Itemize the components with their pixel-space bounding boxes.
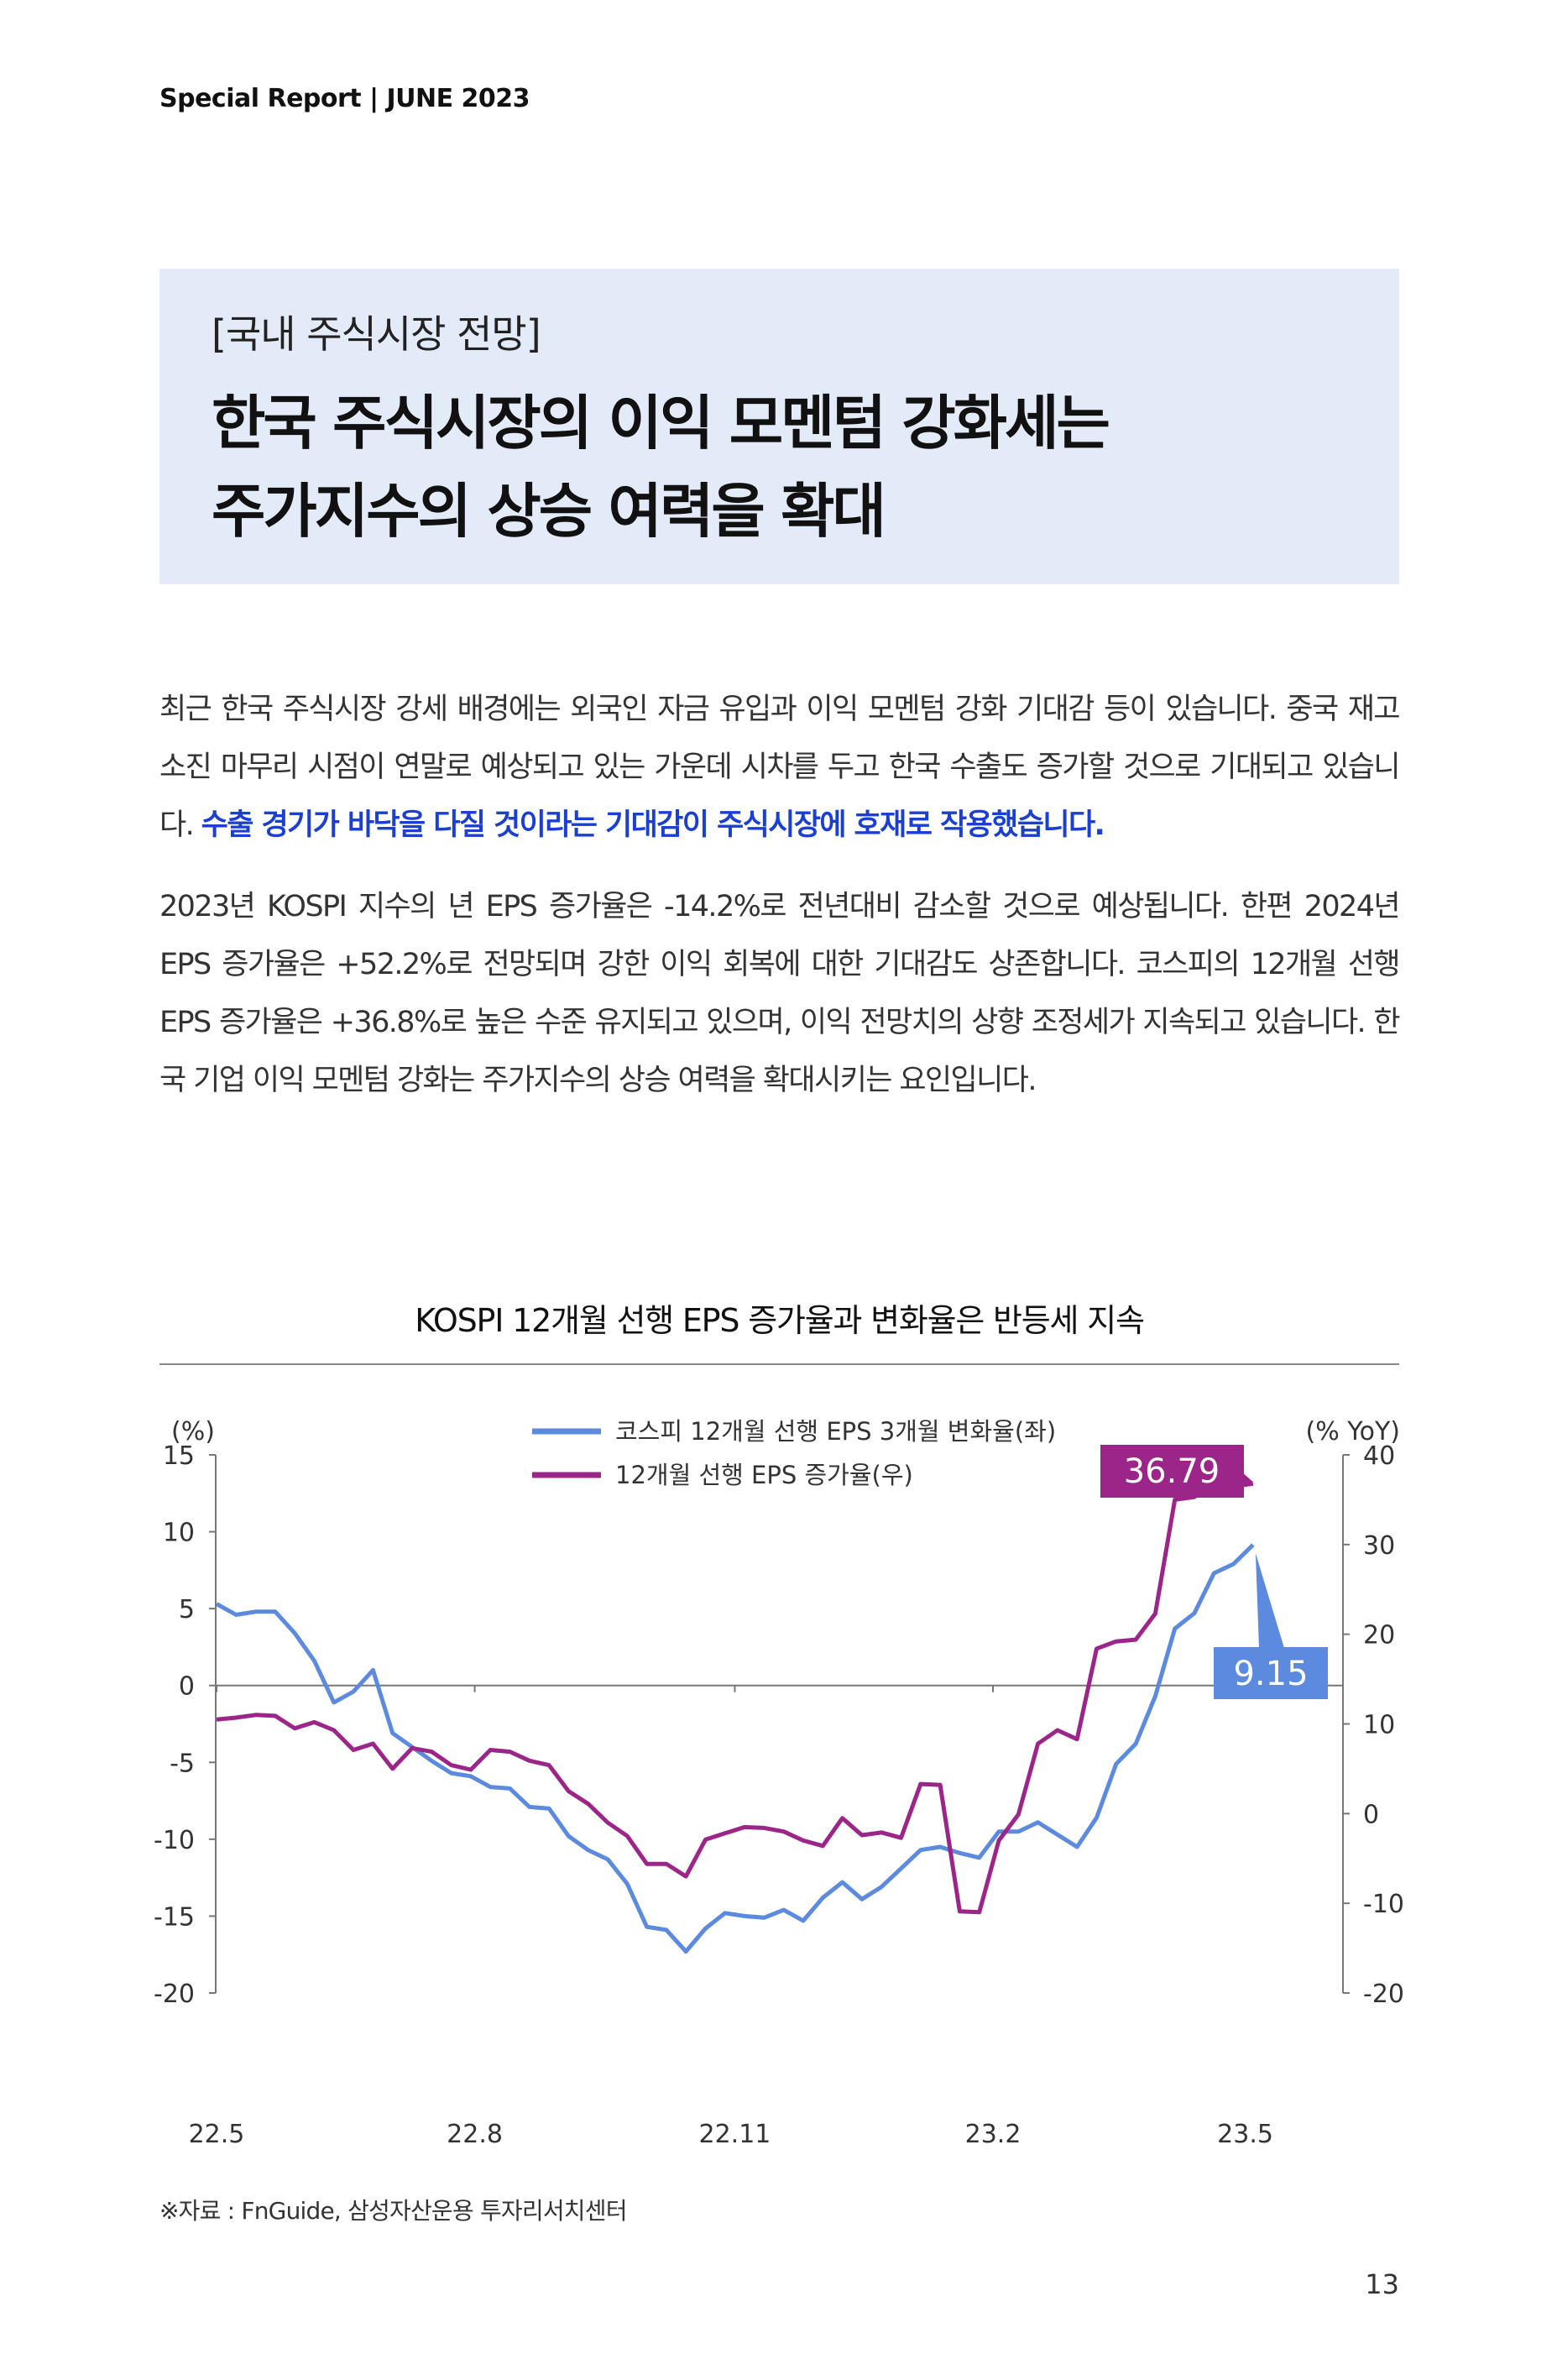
- left-tick-label: 10: [163, 1519, 195, 1548]
- x-tick-label: 22.11: [699, 2120, 771, 2149]
- right-tick-label: -10: [1363, 1890, 1404, 1919]
- highlighted-sentence: 수출 경기가 바닥을 다질 것이라는 기대감이 주식시장에 호재로 작용했습니다…: [201, 808, 1105, 842]
- title-box: [159, 269, 1399, 584]
- x-tick-label: 22.8: [447, 2120, 503, 2149]
- left-tick-label: -5: [170, 1749, 195, 1778]
- left-tick-label: 15: [163, 1441, 195, 1471]
- chart-title-divider: [159, 1363, 1399, 1365]
- chart-title: KOSPI 12개월 선행 EPS 증가율과 변화율은 반등세 지속: [415, 1302, 1145, 1339]
- x-tick-label: 22.5: [189, 2120, 245, 2149]
- source-note: ※자료 : FnGuide, 삼성자산운용 투자리서치센터: [159, 2197, 627, 2225]
- right-tick-label: 0: [1363, 1800, 1379, 1829]
- x-tick-label: 23.2: [965, 2120, 1021, 2149]
- page-title-line-2: 주가지수의 상승 여력을 확대: [212, 477, 886, 546]
- left-axis-unit: (%): [171, 1417, 215, 1446]
- right-tick-label: 40: [1363, 1441, 1395, 1471]
- legend-label-2: 12개월 선행 EPS 증가율(우): [615, 1461, 913, 1489]
- right-tick-label: 30: [1363, 1531, 1395, 1561]
- callout-pointer-eps-change: [1255, 1553, 1284, 1648]
- body-paragraph-2: 2023년 KOSPI 지수의 년 EPS 증가율은 -14.2%로 전년대비 …: [159, 890, 1401, 1097]
- section-category: [국내 주식시장 전망]: [212, 311, 541, 357]
- callout-value-eps-change: 9.15: [1233, 1655, 1308, 1693]
- running-header: Special Report | JUNE 2023: [159, 84, 530, 113]
- paragraph-text: 최근 한국 주식시장 강세 배경에는 외국인 자금 유입과 이익 모멘텀 강화 …: [159, 693, 1401, 842]
- callout-value-eps-growth: 36.79: [1124, 1452, 1220, 1491]
- right-tick-label: 10: [1363, 1711, 1395, 1740]
- left-tick-label: -15: [154, 1902, 195, 1932]
- page-title-line-1: 한국 주식시장의 이익 모멘텀 강화세는: [212, 389, 1110, 458]
- x-tick-label: 23.5: [1217, 2120, 1273, 2149]
- right-axis-unit: (% YoY): [1306, 1417, 1400, 1446]
- right-tick-label: -20: [1363, 1980, 1404, 2009]
- legend-label-1: 코스피 12개월 선행 EPS 3개월 변화율(좌): [615, 1417, 1056, 1446]
- body-paragraph-1: 최근 한국 주식시장 강세 배경에는 외국인 자금 유입과 이익 모멘텀 강화 …: [159, 681, 1401, 855]
- left-tick-label: 0: [179, 1672, 195, 1702]
- series-line-2: [216, 1481, 1254, 1915]
- callout-box-eps-change: [1214, 1647, 1328, 1699]
- page-number: 13: [1365, 2268, 1399, 2300]
- left-tick-label: 5: [179, 1595, 195, 1624]
- left-tick-label: -10: [154, 1826, 195, 1855]
- right-tick-label: 20: [1363, 1621, 1395, 1650]
- left-tick-label: -20: [154, 1980, 195, 2009]
- series-line-1: [215, 1543, 1255, 1954]
- callout-box-eps-growth: [1100, 1445, 1244, 1498]
